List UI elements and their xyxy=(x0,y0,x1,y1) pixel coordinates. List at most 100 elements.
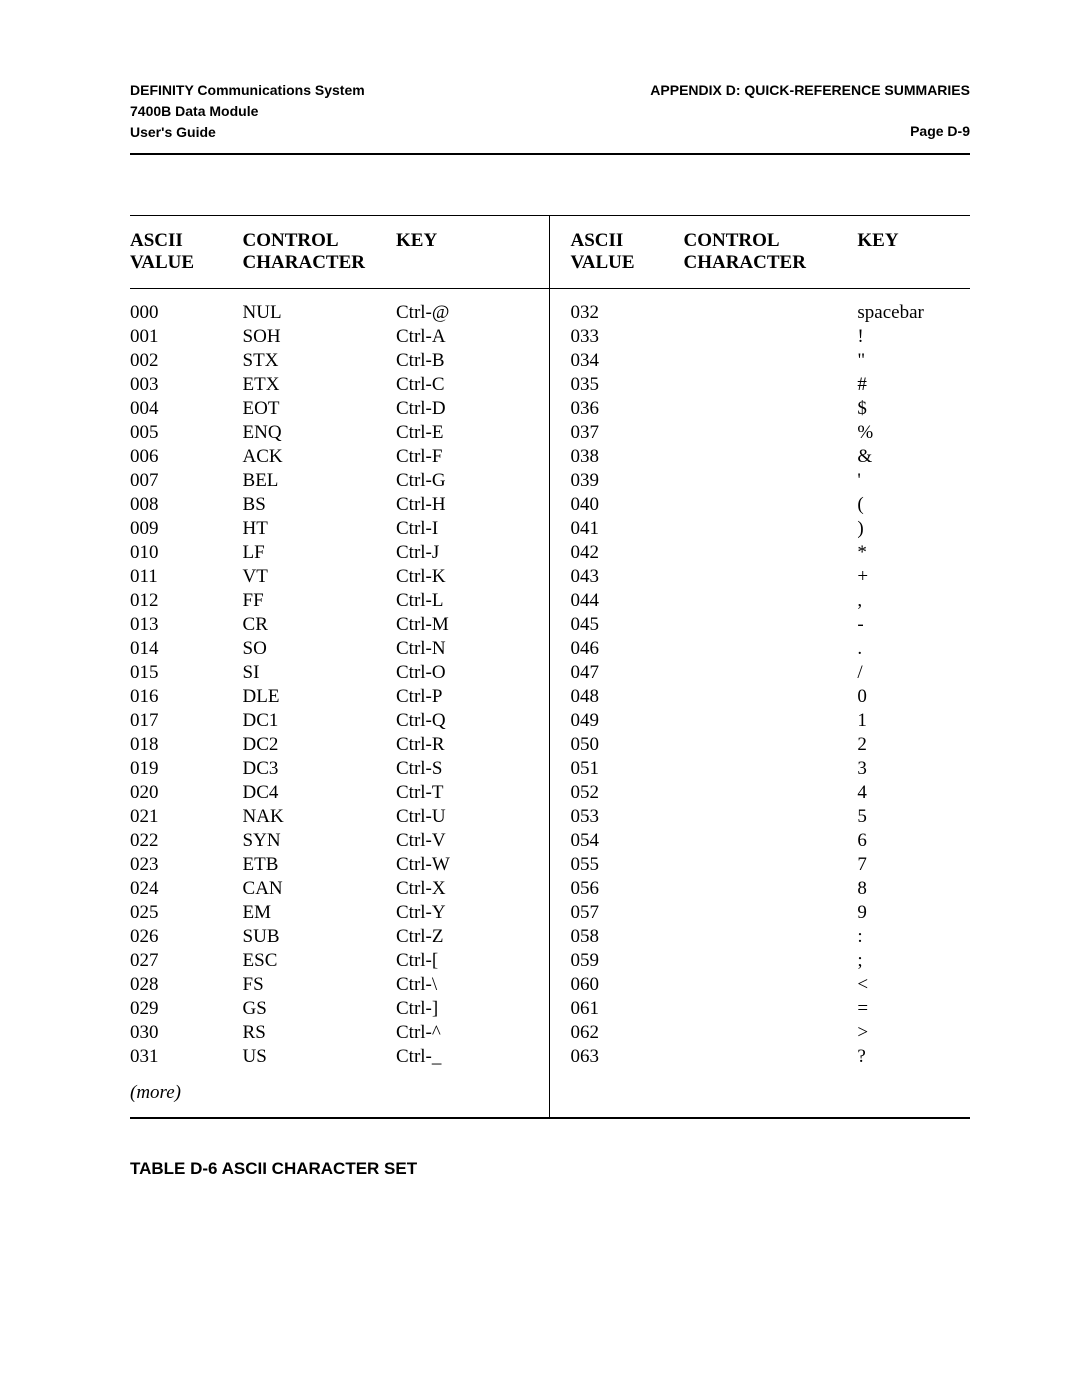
table-cell: 010 xyxy=(130,541,243,565)
table-cell: 6 xyxy=(857,829,970,853)
table-cell xyxy=(683,637,857,661)
more-row: (more) xyxy=(130,1081,970,1105)
col-ascii-value-2: ASCIIVALUE xyxy=(550,216,684,289)
table-cell: ETX xyxy=(243,373,396,397)
table-cell: Ctrl-K xyxy=(396,565,550,589)
table-cell: 036 xyxy=(550,397,684,421)
header-left: DEFINITY Communications System 7400B Dat… xyxy=(130,80,365,143)
table-cell: DLE xyxy=(243,685,396,709)
table-cell xyxy=(683,397,857,421)
table-cell: LF xyxy=(243,541,396,565)
table-cell: 016 xyxy=(130,685,243,709)
table-row: 016DLECtrl-P0480 xyxy=(130,685,970,709)
table-cell xyxy=(683,373,857,397)
table-cell: > xyxy=(857,1021,970,1045)
table-cell: DC3 xyxy=(243,757,396,781)
table-cell: 033 xyxy=(550,325,684,349)
table-cell: 052 xyxy=(550,781,684,805)
table-cell: 039 xyxy=(550,469,684,493)
page: DEFINITY Communications System 7400B Dat… xyxy=(0,0,1080,1299)
table-cell: ) xyxy=(857,517,970,541)
col-label: KEY xyxy=(396,230,437,251)
col-label: CONTROLCHARACTER xyxy=(683,230,805,273)
col-key-2: KEY xyxy=(857,216,970,289)
header-line-1: DEFINITY Communications System xyxy=(130,80,365,101)
table-cell: Ctrl-T xyxy=(396,781,550,805)
table-cell: 7 xyxy=(857,853,970,877)
table-cell: 063 xyxy=(550,1045,684,1069)
table-cell: 046 xyxy=(550,637,684,661)
table-cell xyxy=(683,541,857,565)
table-cell: GS xyxy=(243,997,396,1021)
col-control-char-1: CONTROLCHARACTER xyxy=(243,216,396,289)
table-cell: Ctrl-H xyxy=(396,493,550,517)
spacer-row xyxy=(130,1069,970,1081)
table-cell: ! xyxy=(857,325,970,349)
table-cell xyxy=(683,901,857,925)
table-row: 010LFCtrl-J042* xyxy=(130,541,970,565)
table-cell: Ctrl-M xyxy=(396,613,550,637)
table-cell: 037 xyxy=(550,421,684,445)
table-cell: 026 xyxy=(130,925,243,949)
table-cell: 057 xyxy=(550,901,684,925)
table-cell: EM xyxy=(243,901,396,925)
table-cell xyxy=(683,325,857,349)
page-header: DEFINITY Communications System 7400B Dat… xyxy=(130,80,970,143)
table-cell: 053 xyxy=(550,805,684,829)
table-cell: 004 xyxy=(130,397,243,421)
table-cell: Ctrl-P xyxy=(396,685,550,709)
table-row: 024CANCtrl-X0568 xyxy=(130,877,970,901)
table-cell: Ctrl-V xyxy=(396,829,550,853)
table-row: 004EOTCtrl-D036$ xyxy=(130,397,970,421)
col-label: ASCIIVALUE xyxy=(570,230,634,273)
table-cell: 059 xyxy=(550,949,684,973)
table-cell: 035 xyxy=(550,373,684,397)
table-cell xyxy=(683,781,857,805)
table-cell: ( xyxy=(857,493,970,517)
table-cell: BEL xyxy=(243,469,396,493)
table-cell: # xyxy=(857,373,970,397)
table-cell xyxy=(683,445,857,469)
table-cell: ETB xyxy=(243,853,396,877)
table-cell: Ctrl-_ xyxy=(396,1045,550,1069)
table-cell: 047 xyxy=(550,661,684,685)
table-row: 021NAKCtrl-U0535 xyxy=(130,805,970,829)
table-cell: SI xyxy=(243,661,396,685)
table-cell: RS xyxy=(243,1021,396,1045)
table-row: 008BSCtrl-H040( xyxy=(130,493,970,517)
table-cell: EOT xyxy=(243,397,396,421)
table-cell: & xyxy=(857,445,970,469)
table-cell: Ctrl-B xyxy=(396,349,550,373)
table-row: 003ETXCtrl-C035# xyxy=(130,373,970,397)
table-cell: 022 xyxy=(130,829,243,853)
table-cell: SOH xyxy=(243,325,396,349)
table-cell: 027 xyxy=(130,949,243,973)
table-cell: Ctrl-N xyxy=(396,637,550,661)
table-cell: Ctrl-L xyxy=(396,589,550,613)
table-cell: 062 xyxy=(550,1021,684,1045)
table-cell: FS xyxy=(243,973,396,997)
table-cell: + xyxy=(857,565,970,589)
table-cell: 012 xyxy=(130,589,243,613)
table-cell xyxy=(683,709,857,733)
table-row: 015SICtrl-O047/ xyxy=(130,661,970,685)
table-cell: 024 xyxy=(130,877,243,901)
table-cell: 006 xyxy=(130,445,243,469)
table-cell xyxy=(683,469,857,493)
table-row: 014SOCtrl-N046. xyxy=(130,637,970,661)
table-cell: 023 xyxy=(130,853,243,877)
more-label: (more) xyxy=(130,1081,243,1105)
table-cell: Ctrl-E xyxy=(396,421,550,445)
table-row: 006ACKCtrl-F038& xyxy=(130,445,970,469)
table-cell: 3 xyxy=(857,757,970,781)
table-cell: - xyxy=(857,613,970,637)
table-cell: ? xyxy=(857,1045,970,1069)
table-cell xyxy=(683,853,857,877)
table-cell: HT xyxy=(243,517,396,541)
table-cell: 050 xyxy=(550,733,684,757)
table-cell xyxy=(683,925,857,949)
table-row: 001SOHCtrl-A033! xyxy=(130,325,970,349)
table-cell: STX xyxy=(243,349,396,373)
table-cell xyxy=(683,421,857,445)
table-cell: 011 xyxy=(130,565,243,589)
